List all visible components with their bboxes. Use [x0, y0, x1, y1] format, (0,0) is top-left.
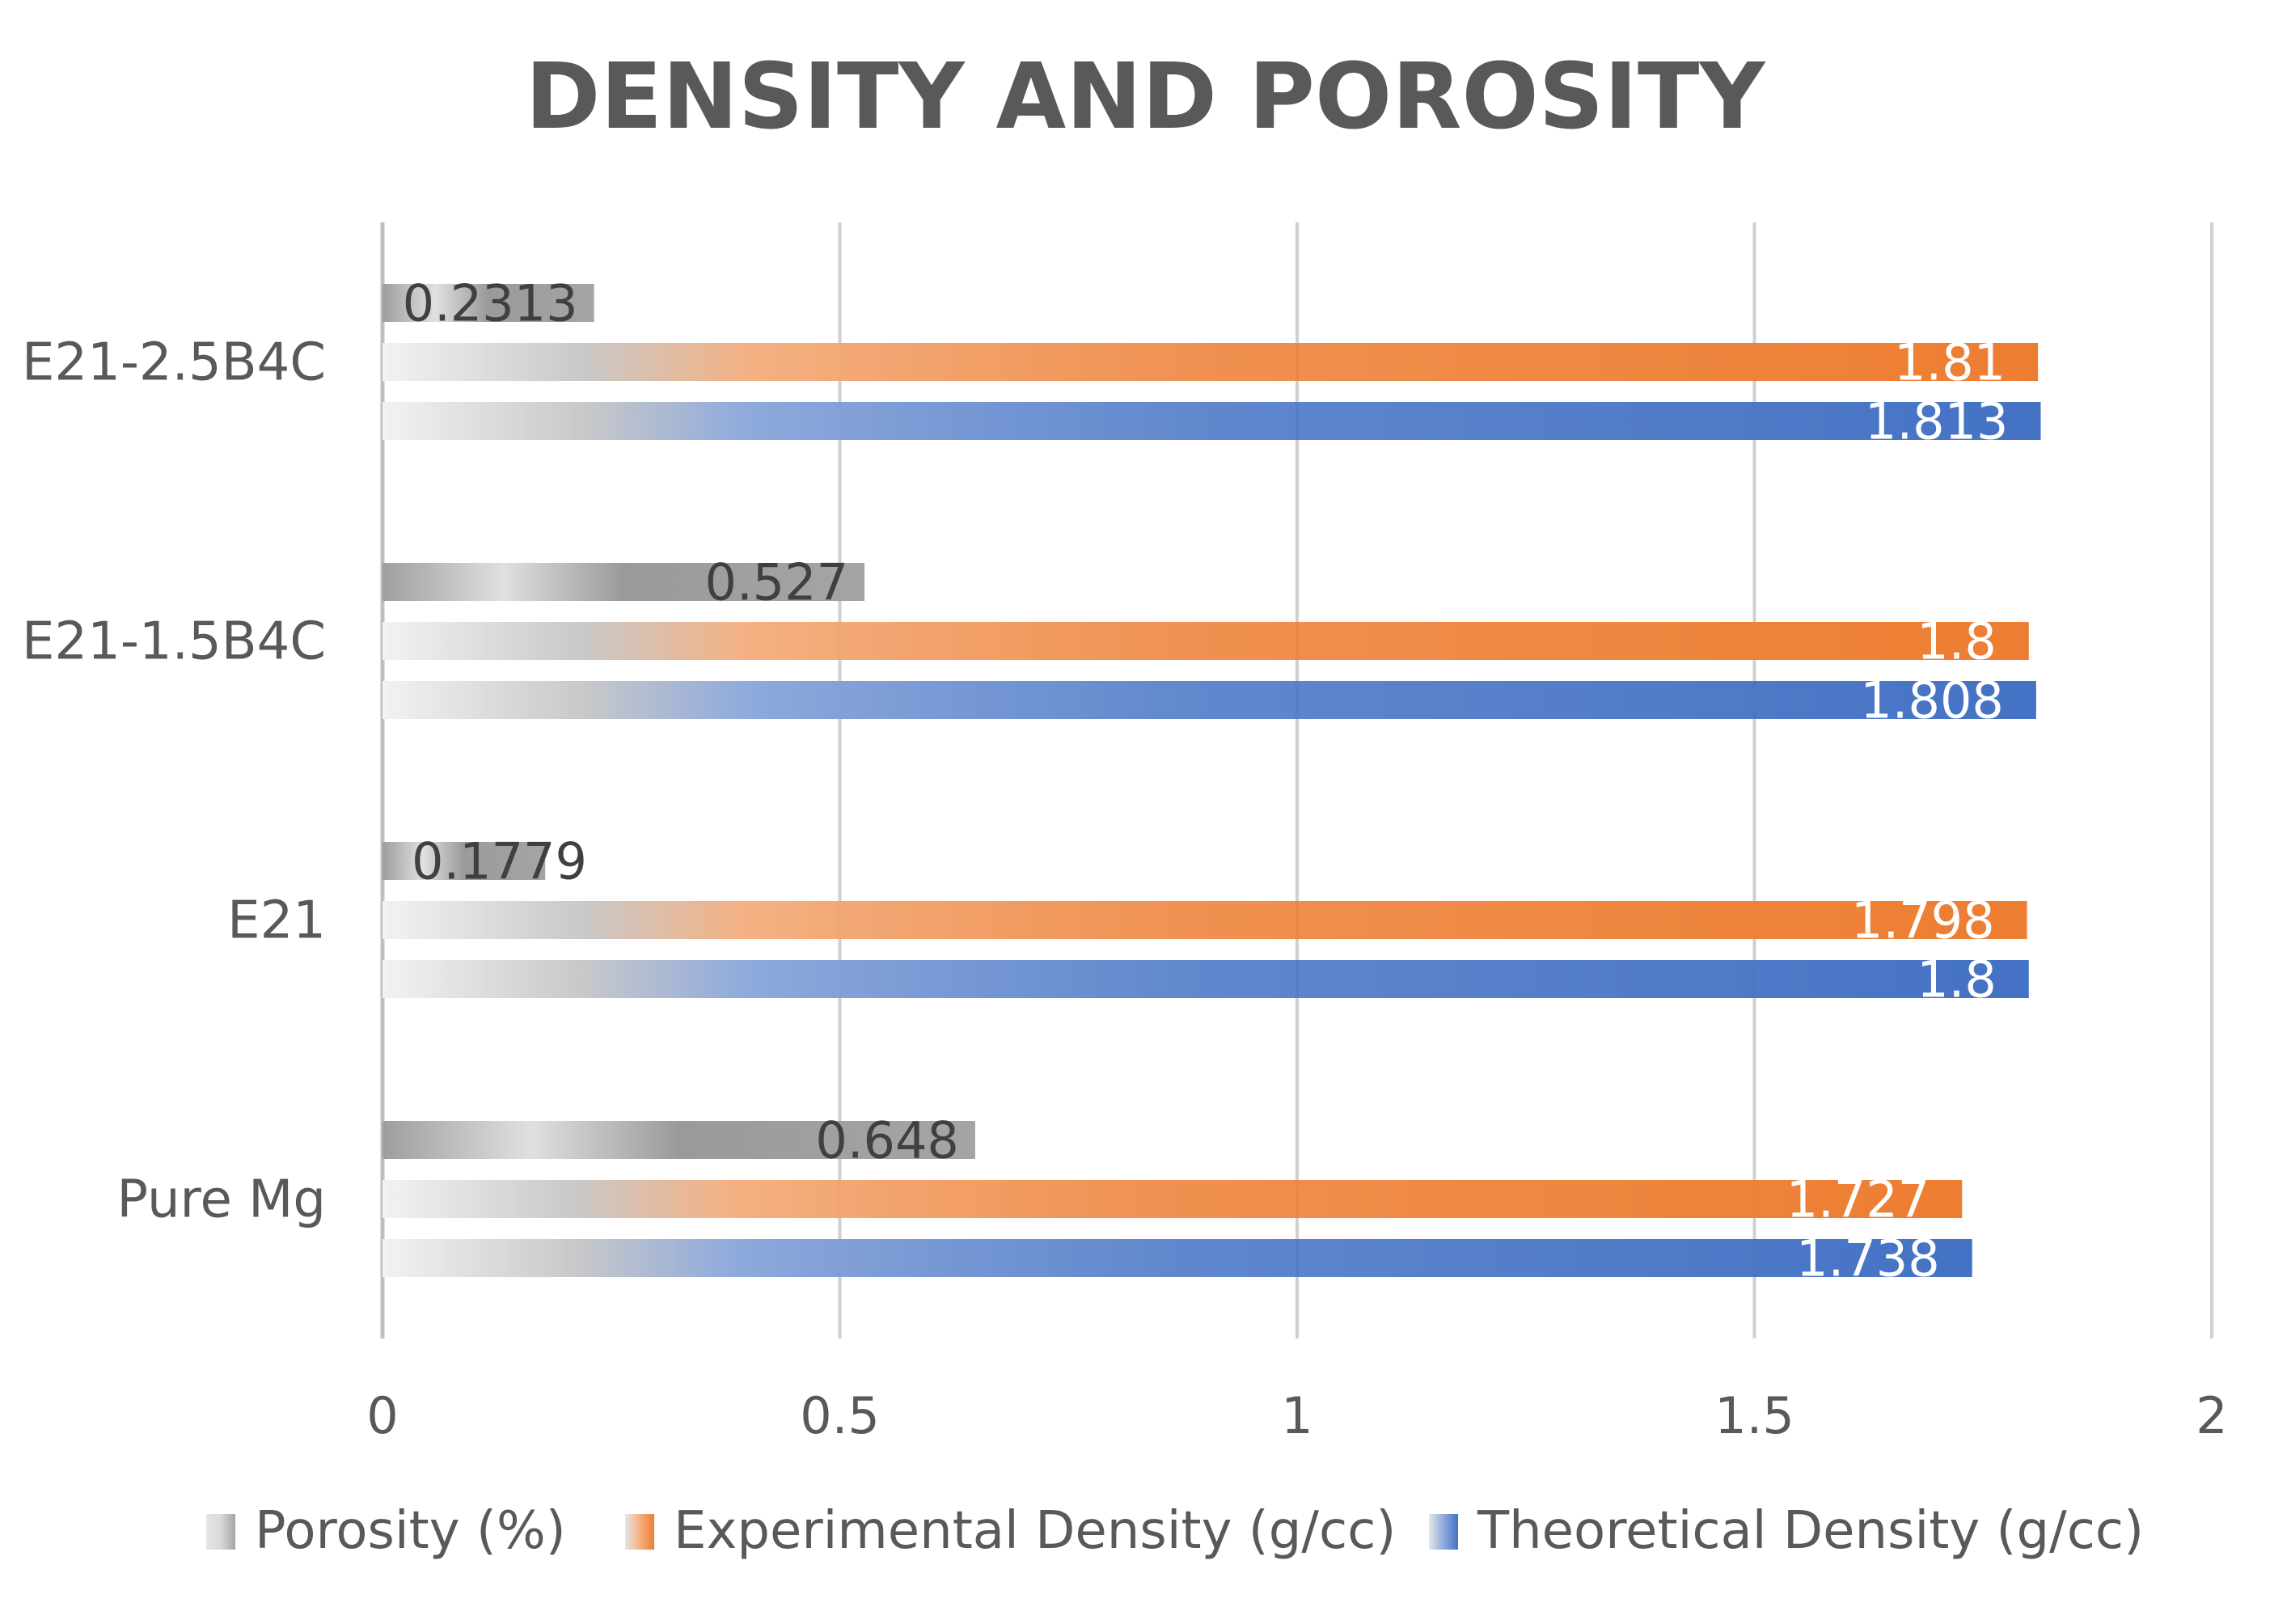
bar-theoretical-density-g-cc-pure-mg	[383, 1239, 1972, 1277]
data-label-porosity-e21: 0.1779	[412, 832, 587, 891]
x-tick-label: 1	[1281, 1386, 1312, 1445]
data-label-porosity-pure-mg: 0.648	[815, 1111, 959, 1170]
data-label-experimental-density-g-cc-pure-mg: 1.727	[1786, 1170, 1930, 1229]
category-label-e21-2-5b4c: E21-2.5B4C	[22, 333, 326, 393]
bar-experimental-density-g-cc-e21-1-5b4c	[383, 622, 2029, 660]
legend-swatch	[206, 1514, 235, 1550]
data-label-experimental-density-g-cc-e21-2-5b4c: 1.81	[1894, 333, 2006, 392]
x-tick-label: 2	[2196, 1386, 2227, 1445]
legend-item-porosity: Porosity (%)	[206, 1501, 566, 1561]
bar-porosity-pure-mg	[383, 1121, 975, 1159]
legend-label: Theoretical Density (g/cc)	[1477, 1501, 2144, 1561]
x-tick-label: 1.5	[1714, 1386, 1794, 1445]
data-label-theoretical-density-g-cc-e21-1-5b4c: 1.808	[1860, 671, 2004, 730]
category-label-pure-mg: Pure Mg	[117, 1170, 327, 1230]
bar-experimental-density-g-cc-e21	[383, 901, 2027, 939]
legend-swatch	[625, 1514, 654, 1550]
data-label-experimental-density-g-cc-e21-1-5b4c: 1.8	[1917, 612, 1997, 671]
data-label-porosity-e21-2-5b4c: 0.2313	[403, 274, 578, 333]
value-axis: 0 0.5 1 1.5 2	[366, 1386, 2227, 1445]
category-axis: Pure Mg E21 E21-1.5B4C E21-2.5B4C	[22, 333, 326, 1230]
chart-title: DENSITY AND POROSITY	[526, 44, 1767, 150]
bar-experimental-density-g-cc-pure-mg	[383, 1180, 1963, 1218]
bars	[383, 284, 2041, 1277]
bar-porosity-e21	[383, 842, 546, 880]
x-tick-label: 0.5	[800, 1386, 880, 1445]
bar-porosity-e21-2-5b4c	[383, 284, 594, 322]
legend-item-experimental-density-g-cc: Experimental Density (g/cc)	[625, 1501, 1396, 1561]
data-labels: 1.7381.7270.6481.81.7980.17791.8081.80.5…	[403, 274, 2009, 1288]
bar-theoretical-density-g-cc-e21-1-5b4c	[383, 681, 2036, 719]
legend-label: Experimental Density (g/cc)	[674, 1501, 1396, 1561]
legend: Porosity (%) Experimental Density (g/cc) T…	[206, 1501, 2144, 1561]
bar-experimental-density-g-cc-e21-2-5b4c	[383, 343, 2039, 381]
data-label-experimental-density-g-cc-e21: 1.798	[1851, 891, 1995, 950]
bar-porosity-e21-1-5b4c	[383, 563, 865, 601]
bar-theoretical-density-g-cc-e21	[383, 960, 2029, 998]
bar-theoretical-density-g-cc-e21-2-5b4c	[383, 402, 2041, 440]
category-label-e21-1-5b4c: E21-1.5B4C	[22, 612, 326, 672]
legend-label: Porosity (%)	[255, 1501, 566, 1561]
data-label-theoretical-density-g-cc-e21: 1.8	[1917, 950, 1997, 1009]
legend-item-theoretical-density-g-cc: Theoretical Density (g/cc)	[1429, 1501, 2144, 1561]
data-label-theoretical-density-g-cc-e21-2-5b4c: 1.813	[1865, 392, 2009, 451]
data-label-porosity-e21-1-5b4c: 0.527	[705, 553, 849, 612]
category-label-e21: E21	[227, 891, 326, 951]
legend-swatch	[1429, 1514, 1458, 1550]
x-tick-label: 0	[366, 1386, 398, 1445]
data-label-theoretical-density-g-cc-pure-mg: 1.738	[1796, 1229, 1940, 1288]
